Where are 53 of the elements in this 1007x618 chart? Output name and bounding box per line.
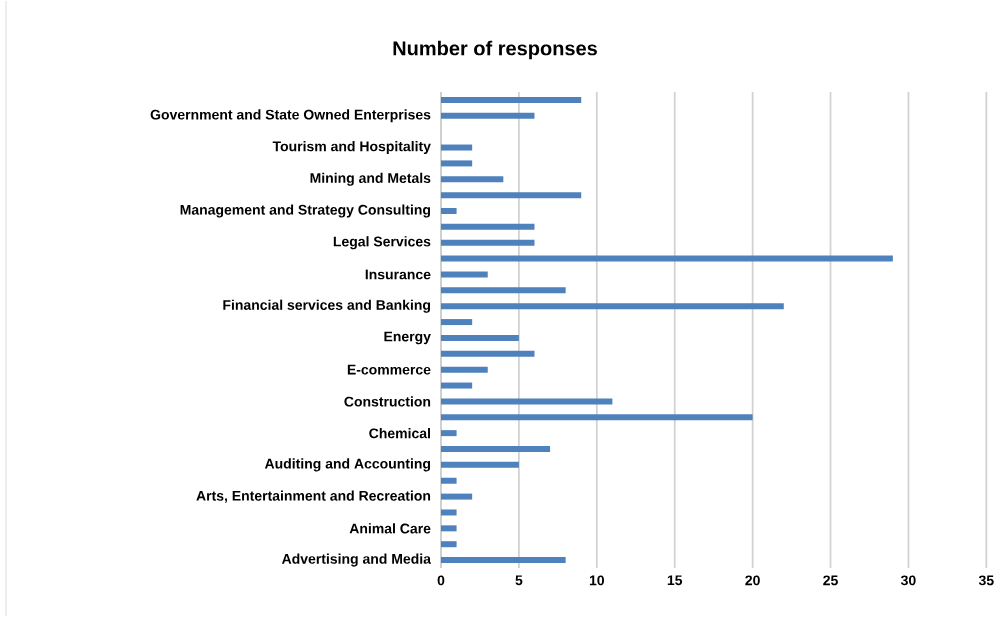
- bar: [441, 414, 753, 421]
- bar: [441, 144, 473, 151]
- y-tick-label: Government and State Owned Enterprises: [150, 109, 431, 123]
- y-tick-label: Animal Care: [349, 523, 431, 534]
- bar: [441, 493, 473, 500]
- bar: [441, 477, 457, 484]
- bar: [441, 176, 504, 183]
- bar: [441, 319, 473, 326]
- bar: [441, 382, 473, 389]
- bar: [441, 350, 535, 357]
- bar: [441, 334, 519, 341]
- y-tick-label: Legal Services: [333, 236, 431, 250]
- y-tick-label: Tourism and Hospitality: [272, 141, 431, 155]
- x-tick-label: 0: [437, 575, 445, 586]
- bar: [441, 255, 893, 262]
- bar: [441, 192, 582, 199]
- y-tick-label: Financial services and Banking: [223, 299, 431, 313]
- x-tick-label: 25: [823, 575, 838, 586]
- bar: [441, 287, 566, 294]
- y-tick-label: E-commerce: [347, 364, 431, 375]
- y-tick-label: Mining and Metals: [310, 172, 431, 186]
- bar: [441, 208, 457, 215]
- chart-title: Number of responses: [393, 40, 597, 60]
- y-tick-label: Management and Strategy Consulting: [180, 204, 431, 218]
- bar: [441, 160, 473, 167]
- bar: [441, 430, 457, 437]
- y-tick-label: Auditing and Accounting: [264, 458, 431, 472]
- y-tick-label: Advertising and Media: [281, 553, 432, 567]
- x-tick-label: 30: [900, 575, 916, 586]
- bar: [441, 525, 457, 532]
- y-tick-label: Arts, Entertainment and Recreation: [196, 490, 431, 503]
- x-tick-label: 35: [978, 575, 994, 586]
- x-tick-label: 5: [515, 575, 523, 586]
- bar: [441, 96, 582, 103]
- bar: [441, 239, 535, 246]
- bar: [441, 509, 457, 516]
- y-tick-label: Construction: [344, 396, 431, 407]
- y-tick-label: Insurance: [365, 269, 431, 280]
- y-tick-label: Chemical: [369, 428, 430, 439]
- bar: [441, 461, 519, 468]
- bar: [441, 112, 535, 119]
- bar: [441, 541, 457, 548]
- bar: [441, 446, 551, 452]
- bar: [441, 223, 535, 230]
- x-tick-label: 20: [745, 575, 760, 586]
- x-tick-label: 15: [667, 575, 683, 586]
- y-tick-label: Energy: [384, 331, 431, 345]
- bar: [441, 557, 566, 564]
- bar: [441, 366, 488, 373]
- bar: [441, 271, 488, 278]
- bar: [441, 398, 613, 405]
- x-tick-label: 10: [589, 575, 605, 586]
- bar: [441, 303, 784, 310]
